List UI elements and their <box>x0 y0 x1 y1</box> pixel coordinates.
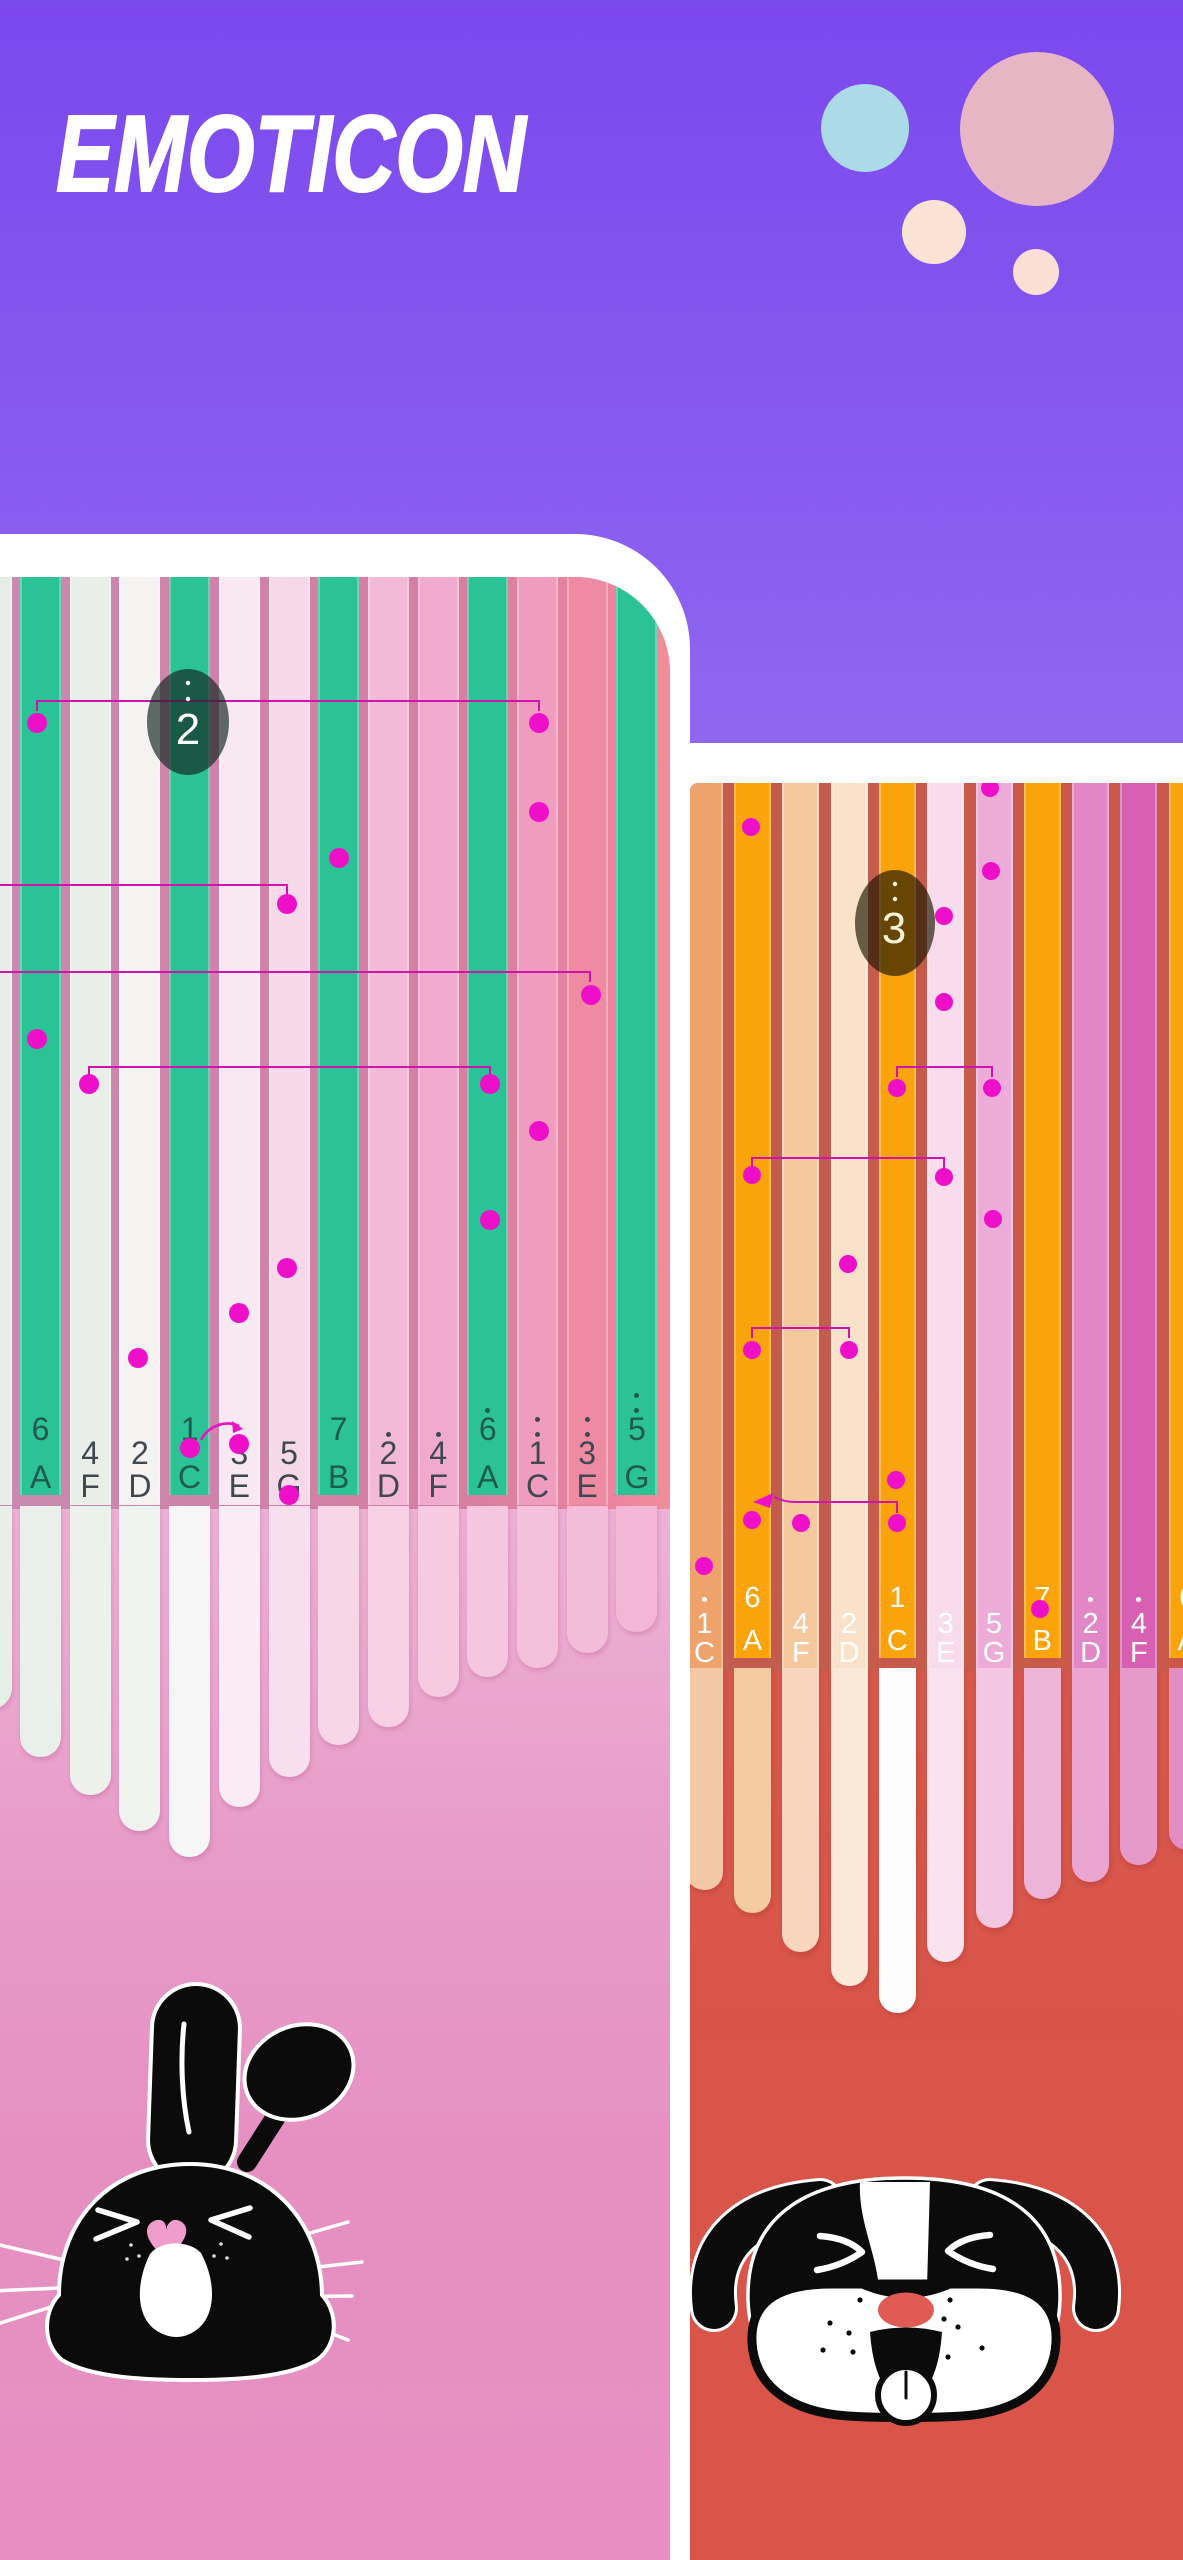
svg-text:2: 2 <box>176 705 200 754</box>
svg-text:3: 3 <box>882 904 906 953</box>
